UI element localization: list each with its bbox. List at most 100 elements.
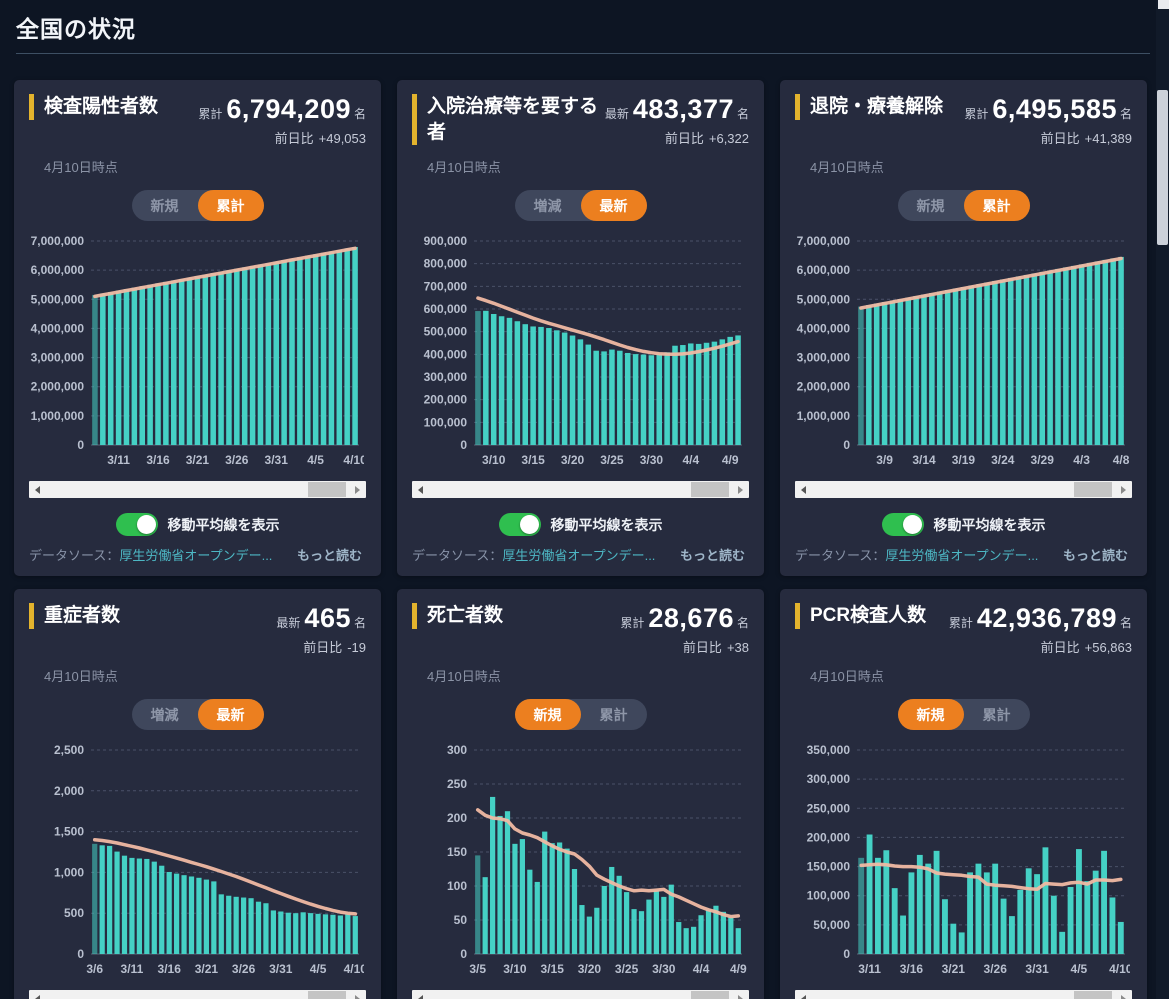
read-more-link[interactable]: もっと読む — [1062, 548, 1128, 563]
svg-text:50,000: 50,000 — [813, 918, 850, 932]
chart-scrollbar[interactable] — [795, 481, 1132, 498]
scroll-right-arrow-icon[interactable] — [349, 481, 366, 498]
stat-line: 累計 6,495,585 名 — [964, 94, 1132, 125]
scroll-left-arrow-icon[interactable] — [412, 990, 429, 999]
scrollbar-thumb[interactable] — [1074, 482, 1112, 497]
page-scrollbar-thumb[interactable] — [1157, 90, 1168, 245]
toggle-option-0[interactable]: 新規 — [897, 699, 964, 730]
svg-text:4/3: 4/3 — [1073, 453, 1090, 467]
page-scrollbar-top-button[interactable] — [1158, 0, 1169, 9]
svg-text:7,000,000: 7,000,000 — [797, 234, 851, 248]
svg-text:0: 0 — [77, 438, 84, 452]
page-title: 全国の状況 — [16, 16, 136, 42]
chart-scrollbar[interactable] — [29, 990, 366, 999]
svg-text:2,000: 2,000 — [54, 784, 84, 798]
card-title: 退院・療養解除 — [795, 94, 960, 120]
scrollbar-thumb[interactable] — [308, 482, 346, 497]
moving-average-toggle[interactable] — [115, 513, 158, 536]
toggle-option-0[interactable]: 新規 — [916, 197, 945, 214]
read-more-link[interactable]: もっと読む — [296, 548, 362, 563]
toggle-knob-icon — [519, 515, 539, 534]
scrollbar-thumb[interactable] — [1074, 991, 1112, 999]
scrollbar-thumb[interactable] — [691, 482, 729, 497]
read-more-link[interactable]: もっと読む — [679, 548, 745, 563]
scrollbar-thumb[interactable] — [691, 991, 729, 999]
toggle-option-1[interactable]: 累計 — [982, 706, 1011, 723]
svg-text:500: 500 — [64, 906, 84, 920]
datasource-prefix: データソース： — [412, 548, 503, 563]
view-toggle[interactable]: 新規 累計 — [897, 190, 1030, 221]
svg-text:3/21: 3/21 — [942, 962, 966, 976]
toggle-option-1[interactable]: 累計 — [197, 190, 264, 221]
scroll-right-arrow-icon[interactable] — [1115, 990, 1132, 999]
toggle-option-0[interactable]: 増減 — [533, 197, 562, 214]
moving-average-row: 移動平均線を表示 — [795, 513, 1132, 536]
view-toggle[interactable]: 増減 最新 — [514, 190, 647, 221]
chart-scrollbar[interactable] — [795, 990, 1132, 999]
card-title-wrap: 死亡者数 — [412, 603, 620, 629]
stat-card-0: 検査陽性者数 累計 6,794,209 名 前日比 +49,053 4月10日時点 新… — [14, 80, 381, 576]
scroll-left-arrow-icon[interactable] — [29, 990, 46, 999]
stat-block: 累計 6,794,209 名 前日比 +49,053 — [198, 94, 366, 147]
scroll-right-arrow-icon[interactable] — [732, 990, 749, 999]
datasource-link[interactable]: 厚生労働省オープンデー... — [119, 548, 273, 563]
svg-text:1,000: 1,000 — [54, 865, 84, 879]
scroll-right-arrow-icon[interactable] — [349, 990, 366, 999]
svg-text:3/30: 3/30 — [640, 453, 664, 467]
page-scrollbar[interactable] — [1156, 0, 1169, 999]
svg-text:3/31: 3/31 — [269, 962, 293, 976]
toggle-option-0[interactable]: 新規 — [150, 197, 179, 214]
svg-text:4/4: 4/4 — [682, 453, 699, 467]
moving-average-label: 移動平均線を表示 — [550, 516, 663, 533]
stat-line: 累計 6,794,209 名 — [198, 94, 366, 125]
as-of-date: 4月10日時点 — [44, 160, 118, 175]
toggle-option-1[interactable]: 累計 — [599, 706, 628, 723]
card-title-wrap: 検査陽性者数 — [29, 94, 198, 120]
stat-value: 6,495,585 — [992, 94, 1117, 124]
scroll-right-arrow-icon[interactable] — [1115, 481, 1132, 498]
scroll-left-arrow-icon[interactable] — [795, 481, 812, 498]
scroll-left-arrow-icon[interactable] — [29, 481, 46, 498]
toggle-option-1[interactable]: 最新 — [580, 190, 647, 221]
svg-text:100,000: 100,000 — [424, 415, 468, 429]
scroll-left-arrow-icon[interactable] — [795, 990, 812, 999]
bar-chart-svg: 0 1,000,000 2,000,000 3,000,000 4,000,000 5,0… — [31, 234, 367, 467]
moving-average-toggle[interactable] — [881, 513, 924, 536]
card-title: 検査陽性者数 — [29, 94, 194, 120]
delta-label: 前日比 — [1040, 640, 1080, 655]
svg-text:4/5: 4/5 — [310, 962, 327, 976]
toggle-option-0[interactable]: 増減 — [150, 706, 179, 723]
stat-label: 累計 — [620, 616, 645, 630]
datasource-link[interactable]: 厚生労働省オープンデー... — [885, 548, 1039, 563]
as-of-date: 4月10日時点 — [810, 160, 884, 175]
svg-text:3/11: 3/11 — [121, 962, 144, 976]
scroll-left-arrow-icon[interactable] — [412, 481, 429, 498]
view-toggle-row: 増減 最新 — [412, 190, 749, 221]
delta-label: 前日比 — [664, 131, 704, 146]
bar-chart-svg: 0 50 100 150 200 250 300 3/5 3/10 3/15 3/20 3/25 3/3… — [447, 743, 747, 976]
view-toggle[interactable]: 新規 累計 — [897, 699, 1030, 730]
stat-block: 最新 483,377 名 前日比 +6,322 — [605, 94, 749, 147]
chart-scrollbar[interactable] — [29, 481, 366, 498]
delta-line: 前日比 -19 — [276, 637, 366, 656]
toggle-option-0[interactable]: 新規 — [514, 699, 581, 730]
svg-text:600,000: 600,000 — [424, 302, 468, 316]
toggle-option-1[interactable]: 最新 — [197, 699, 264, 730]
view-toggle[interactable]: 新規 累計 — [514, 699, 647, 730]
stat-label: 最新 — [604, 107, 629, 121]
svg-text:200,000: 200,000 — [807, 830, 851, 844]
svg-text:1,500: 1,500 — [54, 825, 84, 839]
scrollbar-thumb[interactable] — [308, 991, 346, 999]
scroll-right-arrow-icon[interactable] — [732, 481, 749, 498]
moving-average-toggle[interactable] — [498, 513, 541, 536]
view-toggle[interactable]: 新規 累計 — [131, 190, 264, 221]
view-toggle[interactable]: 増減 最新 — [131, 699, 264, 730]
delta-line: 前日比 +49,053 — [198, 128, 366, 147]
svg-text:200: 200 — [447, 811, 467, 825]
view-toggle-row: 新規 累計 — [412, 699, 749, 730]
toggle-option-1[interactable]: 累計 — [963, 190, 1030, 221]
chart-scrollbar[interactable] — [412, 990, 749, 999]
svg-text:100,000: 100,000 — [807, 889, 851, 903]
datasource-link[interactable]: 厚生労働省オープンデー... — [502, 548, 656, 563]
chart-scrollbar[interactable] — [412, 481, 749, 498]
